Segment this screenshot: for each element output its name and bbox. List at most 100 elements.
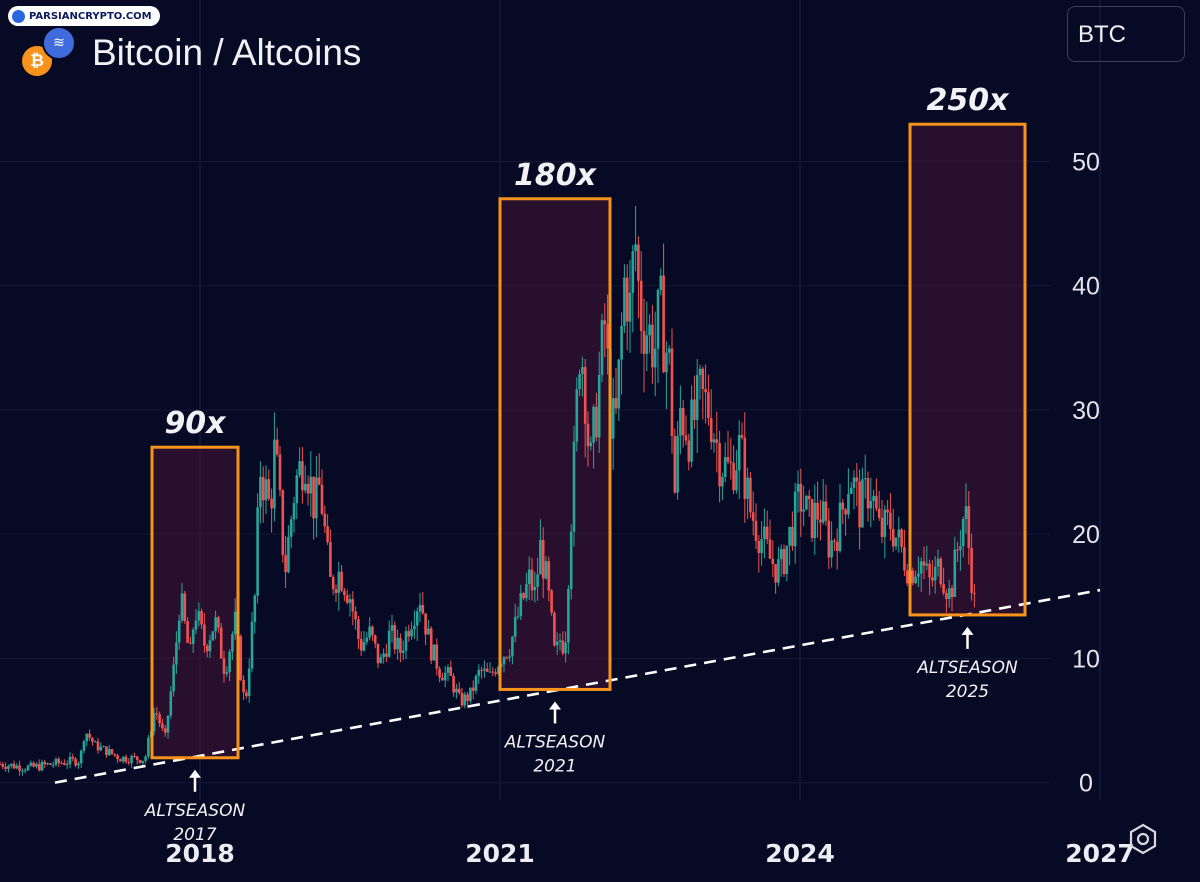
candle-body [407, 631, 411, 637]
candle-body [309, 476, 313, 494]
candle-body [502, 657, 506, 665]
candles [0, 205, 976, 776]
candle-body [939, 558, 943, 585]
candle-body [869, 501, 873, 509]
candle-body [746, 477, 749, 499]
candle-body [721, 477, 724, 487]
candle-body [950, 588, 954, 598]
candle-body [77, 763, 80, 766]
candle-body [964, 506, 968, 520]
candle-body [567, 588, 570, 643]
candle-body [348, 599, 352, 603]
candle-body [707, 392, 710, 419]
candle-body [26, 765, 30, 771]
x-tick-label: 2021 [465, 839, 535, 868]
candle-body [326, 526, 329, 543]
candle-body [362, 642, 366, 651]
candle-body [782, 548, 786, 574]
candle-body [180, 593, 184, 621]
candle-body [494, 672, 497, 674]
candle-body [684, 435, 688, 441]
candle-body [788, 526, 791, 546]
candle-body [242, 679, 245, 693]
candle-body [673, 435, 677, 493]
candle-body [105, 746, 108, 756]
candle-body [883, 509, 887, 537]
candle-body [404, 631, 408, 651]
candle-body [359, 638, 363, 651]
hexagon-settings-icon[interactable] [1126, 822, 1160, 856]
candle-body [603, 320, 607, 325]
altseason-year-1: 2017 [173, 825, 216, 845]
candle-body [931, 577, 934, 581]
candle-body [443, 672, 447, 681]
candle-body [555, 641, 559, 646]
candle-body [513, 617, 517, 637]
arrow-head-2 [549, 701, 561, 710]
candle-body [544, 561, 548, 579]
candle-body [278, 454, 282, 491]
candle-body [763, 526, 766, 540]
candle-body [259, 476, 262, 508]
y-tick-label: 50 [1072, 148, 1100, 176]
candle-body [886, 509, 889, 513]
y-axis-ticks: 0 10 20 30 40 50 [1072, 148, 1100, 797]
candle-body [298, 461, 301, 476]
x-tick-label: 2027 [1065, 839, 1135, 868]
candle-body [645, 335, 649, 354]
candle-body [225, 672, 229, 674]
candle-body [334, 589, 338, 593]
arrow-head-3 [961, 626, 974, 635]
candle-body [295, 475, 299, 504]
candle-body [205, 645, 209, 652]
candle-body [133, 755, 136, 757]
candle-body [29, 762, 33, 766]
candle-body [186, 621, 189, 643]
candle-body [376, 643, 380, 664]
candle-body [365, 637, 369, 643]
candle-body [79, 750, 83, 764]
candle-body [905, 570, 909, 584]
candle-body [953, 549, 957, 598]
candle-body [774, 564, 777, 583]
candle-body [550, 590, 553, 613]
candle-body [681, 408, 685, 436]
candle-body [693, 399, 696, 420]
candle-body [623, 277, 626, 326]
candle-body [830, 540, 833, 558]
candle-body [191, 629, 195, 644]
candle-body [469, 687, 472, 702]
candle-body [368, 626, 371, 638]
candle-body [961, 519, 965, 547]
candle-body [471, 687, 475, 691]
candle-body [505, 657, 509, 659]
candle-body [323, 513, 327, 527]
candle-body [385, 653, 388, 657]
symbol-selector[interactable]: BTC [1067, 6, 1185, 62]
candle-body [777, 559, 780, 583]
candle-body [222, 658, 226, 674]
candle-body [805, 495, 808, 510]
candle-body [432, 644, 436, 661]
candle-body [861, 479, 864, 528]
candle-body [533, 587, 537, 591]
candle-body [399, 637, 402, 653]
candle-body [312, 476, 315, 519]
candle-body [273, 439, 276, 509]
candle-body [141, 760, 145, 763]
candle-body [329, 542, 332, 577]
candle-body [553, 612, 556, 646]
candle-body [177, 620, 181, 643]
candle-body [933, 566, 937, 581]
altcoin-icon: ≋ [42, 26, 76, 60]
candle-body [959, 546, 962, 550]
candle-body [371, 626, 374, 636]
candle-body [564, 642, 567, 654]
candle-body [306, 483, 310, 494]
candle-body [665, 352, 668, 373]
candle-body [93, 741, 97, 743]
candle-body [516, 616, 520, 618]
candle-body [54, 758, 58, 765]
candle-body [541, 539, 545, 579]
